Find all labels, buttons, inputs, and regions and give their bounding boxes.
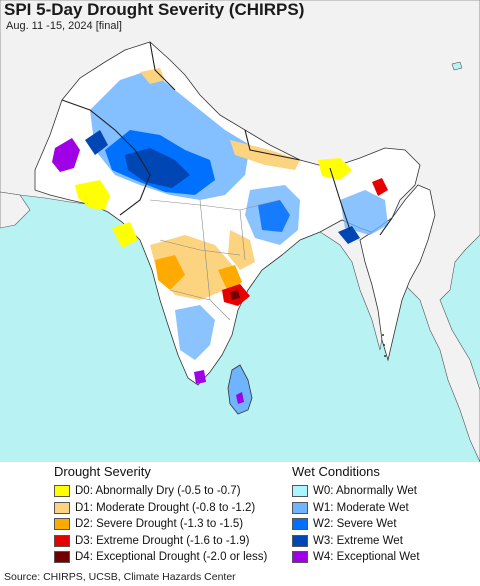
wet-legend-item: W3: Extreme Wet — [292, 533, 420, 550]
drought-legend-item: D1: Moderate Drought (-0.8 to -1.2) — [54, 500, 267, 517]
wet-legend-swatch — [292, 534, 308, 547]
drought-legend-item: D4: Exceptional Drought (-2.0 or less) — [54, 549, 267, 566]
map-area: SPI 5-Day Drought Severity (CHIRPS) Aug.… — [0, 0, 480, 462]
wet-legend-label: W4: Exceptional Wet — [313, 551, 420, 564]
wet-legend-heading: Wet Conditions — [292, 464, 380, 479]
wet-legend-label: W3: Extreme Wet — [313, 534, 403, 547]
drought-d0-gujarat — [112, 222, 138, 248]
drought-legend: Drought Severity D0: Abnormally Dry (-0.… — [54, 464, 267, 566]
drought-d1-north — [140, 68, 165, 84]
drought-legend-heading: Drought Severity — [54, 464, 151, 479]
drought-legend-swatch — [54, 518, 70, 531]
wet-legend-item: W1: Moderate Wet — [292, 500, 420, 517]
small-lake — [451, 61, 463, 71]
andaman-islands — [382, 334, 386, 357]
wet-legend: Wet Conditions W0: Abnormally Wet W1: Mod… — [292, 464, 420, 566]
wet-legend-item: W2: Severe Wet — [292, 516, 420, 533]
drought-legend-item: D0: Abnormally Dry (-0.5 to -0.7) — [54, 483, 267, 500]
wet-w3-bengal — [338, 226, 360, 244]
drought-d1-nepal — [230, 140, 300, 170]
drought-d2-east — [218, 265, 242, 292]
wet-legend-label: W0: Abnormally Wet — [313, 485, 417, 498]
drought-d1-east — [228, 230, 255, 270]
wet-legend-swatch — [292, 501, 308, 514]
drought-legend-label: D4: Exceptional Drought (-2.0 or less) — [75, 551, 268, 564]
drought-legend-label: D2: Severe Drought (-1.3 to -1.5) — [75, 518, 244, 531]
country-borders — [61, 41, 393, 236]
wet-legend-swatch — [292, 551, 308, 564]
drought-d0-west — [75, 180, 110, 210]
drought-legend-label: D1: Moderate Drought (-0.8 to -1.2) — [75, 501, 256, 514]
wet-w2-central — [258, 200, 290, 232]
wet-w1-south — [175, 305, 215, 360]
drought-legend-item: D2: Severe Drought (-1.3 to -1.5) — [54, 516, 267, 533]
wet-w4-pakistan — [52, 138, 80, 172]
wet-legend-swatch — [292, 485, 308, 498]
state-borders — [149, 199, 281, 321]
drought-legend-swatch — [54, 501, 70, 514]
wet-legend-item: W0: Abnormally Wet — [292, 483, 420, 500]
wet-legend-label: W2: Severe Wet — [313, 518, 397, 531]
drought-legend-item: D3: Extreme Drought (-1.6 to -1.9) — [54, 533, 267, 550]
drought-d2-central — [155, 255, 185, 290]
map-subtitle: Aug. 11 -15, 2024 [final] — [6, 20, 122, 32]
wet-w3-north — [125, 148, 190, 188]
wet-legend-item: W4: Exceptional Wet — [292, 549, 420, 566]
wet-w1-northeast — [340, 190, 388, 235]
wet-w4-south — [194, 370, 206, 384]
wet-w4-srilanka — [236, 392, 244, 404]
drought-legend-swatch — [54, 534, 70, 547]
wet-legend-swatch — [292, 518, 308, 531]
legend: Drought Severity D0: Abnormally Dry (-0.… — [0, 462, 480, 566]
drought-d3-northeast — [372, 178, 388, 196]
drought-legend-label: D0: Abnormally Dry (-0.5 to -0.7) — [75, 485, 241, 498]
drought-legend-swatch — [54, 485, 70, 498]
drought-legend-label: D3: Extreme Drought (-1.6 to -1.9) — [75, 534, 250, 547]
sri-lanka — [227, 364, 253, 415]
drought-legend-swatch — [54, 551, 70, 564]
outside-land-west — [0, 191, 31, 229]
wet-w3-west — [85, 130, 108, 155]
map-svg — [0, 0, 480, 462]
wet-legend-label: W1: Moderate Wet — [313, 501, 409, 514]
map-title: SPI 5-Day Drought Severity (CHIRPS) — [4, 0, 305, 19]
source-credit: Source: CHIRPS, UCSB, Climate Hazards Ce… — [4, 571, 236, 583]
drought-d4-andhra — [230, 290, 240, 300]
drought-d0-northeast — [318, 158, 352, 180]
